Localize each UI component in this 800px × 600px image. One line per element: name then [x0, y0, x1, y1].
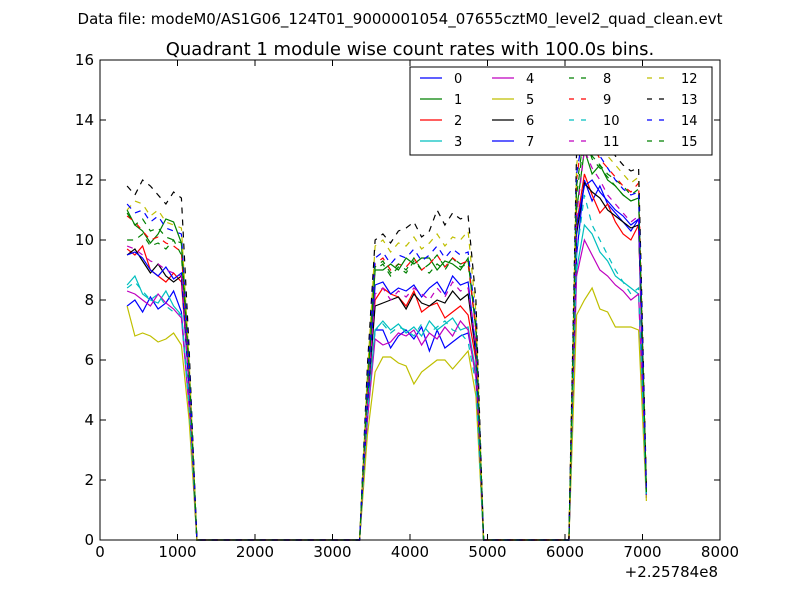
legend-label-6: 6	[526, 114, 534, 129]
y-tick-label: 16	[75, 51, 94, 69]
x-tick-label: 7000	[623, 543, 661, 561]
y-tick-label: 0	[84, 531, 94, 549]
series-line-7	[126, 179, 647, 541]
x-tick-label: 8000	[701, 543, 739, 561]
legend-label-9: 9	[603, 93, 611, 108]
series-line-11	[126, 147, 647, 541]
y-tick-label: 8	[84, 291, 94, 309]
data-file-suptitle: Data file: modeM0/AS1G06_124T01_90000010…	[78, 10, 723, 29]
y-tick-label: 12	[75, 171, 94, 189]
legend-label-8: 8	[603, 72, 611, 87]
x-tick-label: 6000	[546, 543, 584, 561]
x-tick-label: 1000	[158, 543, 196, 561]
y-tick-label: 10	[75, 231, 94, 249]
x-tick-label: 4000	[391, 543, 429, 561]
x-tick-label: 3000	[313, 543, 351, 561]
legend-label-7: 7	[526, 135, 534, 150]
series-line-13	[126, 112, 647, 541]
y-tick-label: 6	[84, 351, 94, 369]
legend-label-15: 15	[681, 135, 698, 150]
legend-label-0: 0	[454, 72, 462, 87]
legend-label-3: 3	[454, 135, 462, 150]
series-line-6	[126, 181, 647, 541]
series-line-14	[126, 125, 647, 541]
legend-label-14: 14	[681, 114, 698, 129]
series-line-4	[126, 238, 647, 541]
x-tick-label: 2000	[236, 543, 274, 561]
y-tick-label: 4	[84, 411, 94, 429]
x-offset-label: +2.25784e8	[625, 563, 718, 581]
series-layer	[126, 110, 647, 541]
legend-label-11: 11	[603, 135, 620, 150]
series-line-1	[126, 149, 647, 541]
legend-label-2: 2	[454, 114, 462, 129]
series-line-3	[126, 223, 647, 541]
y-tick-label: 14	[75, 111, 94, 129]
x-tick-label: 5000	[468, 543, 506, 561]
chart-title: Quadrant 1 module wise count rates with …	[166, 39, 655, 60]
ticks-layer: 0 1000 2000 3000 4000 5000 6000 7000 80000246810…	[75, 51, 739, 561]
legend-label-4: 4	[526, 72, 534, 87]
y-tick-label: 2	[84, 471, 94, 489]
legend-label-5: 5	[526, 93, 534, 108]
plot-frame	[99, 59, 721, 541]
series-line-9	[126, 119, 647, 541]
x-tick-label: 0	[95, 543, 105, 561]
series-line-10	[126, 194, 647, 541]
series-line-0	[126, 179, 647, 541]
legend-box	[409, 66, 713, 156]
legend-label-10: 10	[603, 114, 620, 129]
legend-label-13: 13	[681, 93, 698, 108]
legend-label-12: 12	[681, 72, 698, 87]
legend-label-1: 1	[454, 93, 462, 108]
